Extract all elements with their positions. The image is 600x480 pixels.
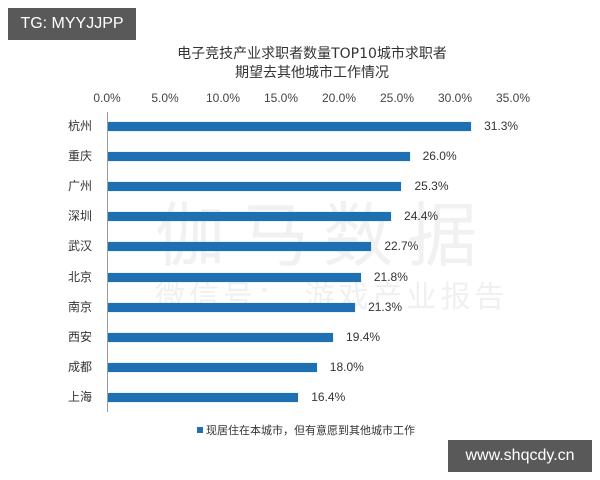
value-label: 25.3% [414, 179, 449, 194]
legend-label: 现居住在本城市，但有意愿到其他城市工作 [206, 424, 415, 437]
x-tick-label: 30.0% [437, 91, 473, 105]
x-tick-label: 25.0% [379, 91, 415, 105]
x-tick-label: 15.0% [263, 91, 299, 105]
bottom-watermark-tag: www.shqcdy.cn [448, 440, 592, 472]
x-tick-label: 10.0% [205, 91, 241, 105]
bar-row: 西安 19.4% [0, 327, 600, 347]
bar-row: 重庆 26.0% [0, 146, 600, 166]
category-label: 武汉 [68, 239, 93, 254]
chart-title-line-1: 电子竞技产业求职者数量TOP10城市求职者 [177, 46, 447, 62]
category-label: 深圳 [68, 209, 93, 224]
bar [108, 332, 334, 342]
value-label: 16.4% [311, 389, 346, 404]
background-watermark: 伽马数据 [155, 195, 491, 277]
category-label: 重庆 [68, 149, 93, 164]
bar [108, 272, 361, 282]
legend: 现居住在本城市，但有意愿到其他城市工作 [197, 422, 415, 438]
x-tick-label: 35.0% [495, 91, 531, 105]
bar-row: 北京 21.8% [0, 267, 600, 287]
category-label: 西安 [68, 329, 93, 344]
value-label: 19.4% [346, 329, 381, 344]
top-watermark-tag: TG: MYYJJPP [8, 8, 136, 40]
category-label: 杭州 [68, 119, 93, 133]
value-label: 18.0% [329, 359, 364, 374]
bar-row: 南京 21.3% [0, 297, 600, 317]
x-tick-label: 20.0% [321, 91, 357, 105]
value-label: 31.3% [484, 119, 519, 133]
bar-row: 武汉 22.7% [0, 236, 600, 256]
bar [108, 152, 410, 162]
value-label: 24.4% [404, 209, 439, 224]
bar-row: 上海 16.4% [0, 387, 600, 407]
bar [108, 122, 472, 131]
bar-row: 深圳 24.4% [0, 206, 600, 226]
y-axis-line [107, 112, 108, 412]
value-label: 22.7% [384, 239, 419, 254]
bar [108, 182, 402, 192]
category-label: 上海 [68, 389, 93, 404]
category-label: 广州 [68, 179, 93, 194]
category-label: 成都 [68, 359, 93, 374]
bar [108, 242, 372, 252]
category-label: 南京 [68, 299, 93, 314]
chart-title-line-2: 期望去其他城市工作情况 [235, 65, 389, 81]
value-label: 21.8% [373, 269, 408, 284]
value-label: 26.0% [422, 149, 457, 164]
bar [108, 212, 392, 222]
x-tick-label: 5.0% [151, 91, 179, 105]
bar-row: 广州 25.3% [0, 176, 600, 196]
category-label: 北京 [68, 269, 93, 284]
bar [108, 392, 299, 402]
bar-row: 杭州 31.3% [0, 116, 600, 136]
legend-swatch [197, 427, 203, 433]
bar-row: 成都 18.0% [0, 357, 600, 377]
bar [108, 302, 356, 312]
x-tick-label: 0.0% [93, 91, 121, 105]
bar [108, 362, 317, 372]
value-label: 21.3% [368, 299, 403, 314]
